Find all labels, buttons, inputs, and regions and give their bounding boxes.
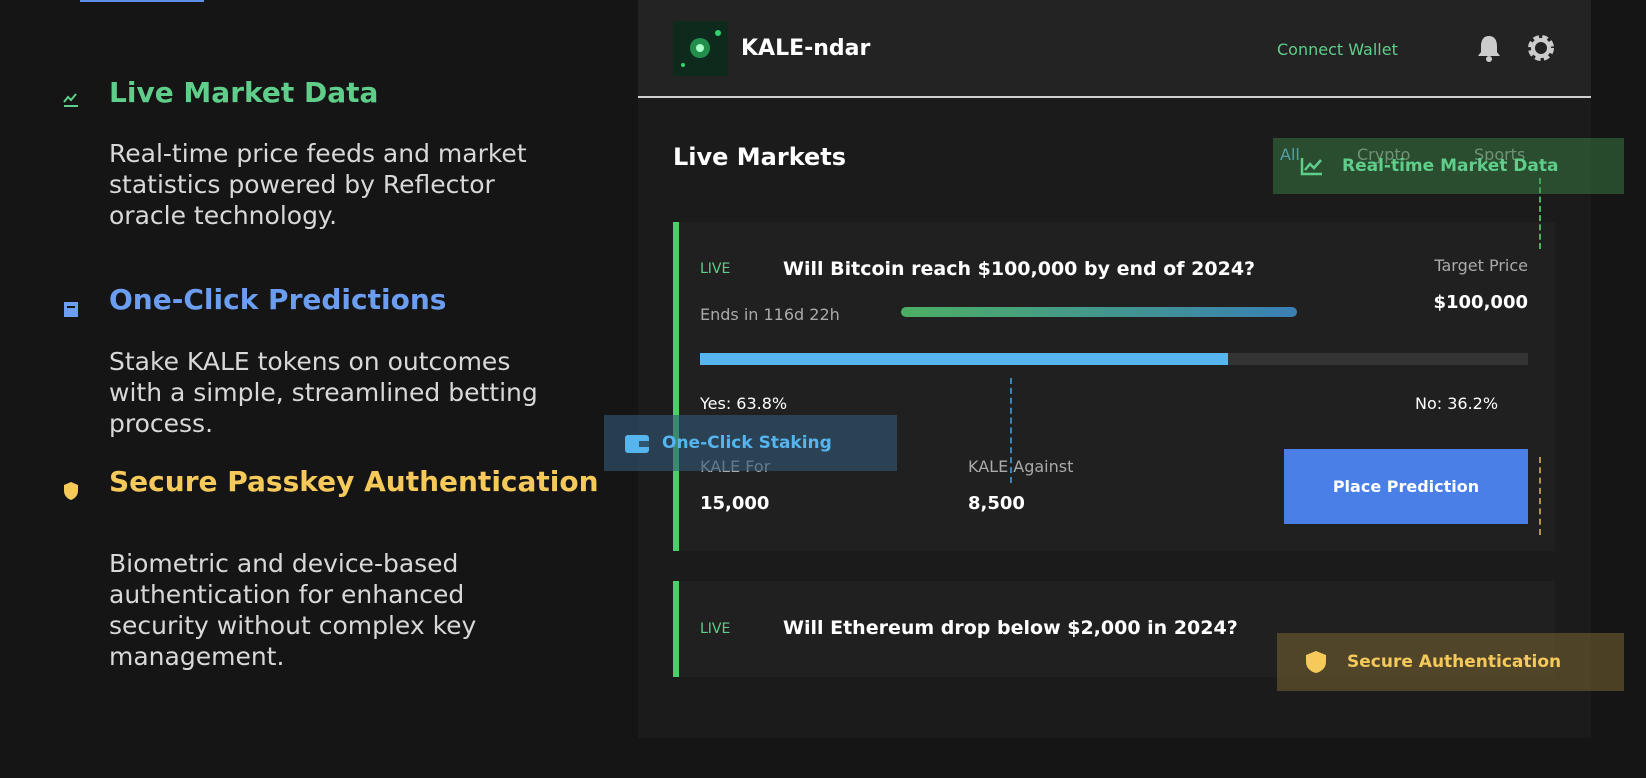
feature-title: Secure Passkey Authentication [109, 465, 599, 498]
connector [1539, 457, 1541, 535]
feature-description: Biometric and device-based authenticatio… [109, 549, 477, 671]
connector [1010, 378, 1012, 483]
target-label: Target Price [1434, 256, 1528, 275]
time-bar [901, 307, 1297, 317]
bell-icon[interactable] [1476, 34, 1502, 62]
for-amount: 15,000 [700, 493, 770, 514]
feature-title: Live Market Data [109, 76, 379, 109]
connect-wallet[interactable]: Connect Wallet [1277, 40, 1398, 59]
chart-icon [1300, 158, 1322, 176]
app-panel: KALE-ndar Connect Wallet Live Markets Al… [638, 0, 1591, 738]
status: LIVE [700, 621, 731, 637]
question: Will Bitcoin reach $100,000 by end of 20… [783, 258, 1256, 280]
market-card [673, 222, 1555, 551]
callout-text: Real-time Market Data [1342, 156, 1559, 176]
against-amount: 8,500 [968, 493, 1025, 514]
callout: Secure Authentication [1277, 633, 1624, 691]
status: LIVE [700, 261, 731, 277]
app-title: KALE-ndar [741, 36, 871, 61]
section-title: Live Markets [673, 143, 847, 171]
callout-text: One-Click Staking [662, 433, 832, 453]
ends-in: Ends in 116d 22h [700, 305, 840, 324]
against-label: KALE Against [968, 457, 1074, 476]
place-prediction-button[interactable]: Place Prediction [1284, 449, 1528, 524]
callout-text: Secure Authentication [1347, 652, 1562, 672]
yes-label: Yes: 63.8% [700, 394, 788, 413]
tab[interactable]: Sports [1474, 145, 1526, 164]
question: Will Ethereum drop below $2,000 in 2024? [783, 617, 1238, 639]
connector [1539, 178, 1541, 249]
tab[interactable]: Crypto [1357, 145, 1411, 164]
yes-bar [700, 353, 1229, 365]
target-price: $100,000 [1433, 292, 1528, 313]
app-header [638, 0, 1591, 98]
tab[interactable]: All [1280, 145, 1300, 164]
shield-icon [64, 482, 78, 500]
chart-icon [63, 93, 78, 107]
progress-track [700, 353, 1528, 365]
prediction-icon [64, 302, 78, 317]
shield-icon [1306, 651, 1326, 673]
top-accent [80, 0, 204, 2]
wallet-icon [625, 435, 649, 453]
feature-description: Real-time price feeds and market statist… [109, 139, 527, 230]
feature-description: Stake KALE tokens on outcomes with a sim… [109, 347, 538, 438]
callout: Real-time Market Data [1273, 138, 1624, 194]
no-label: No: 36.2% [1415, 394, 1499, 413]
feature-title: One-Click Predictions [109, 283, 447, 316]
settings-icon[interactable] [1527, 34, 1555, 62]
callout: One-Click Staking [604, 415, 897, 471]
logo [673, 21, 728, 76]
